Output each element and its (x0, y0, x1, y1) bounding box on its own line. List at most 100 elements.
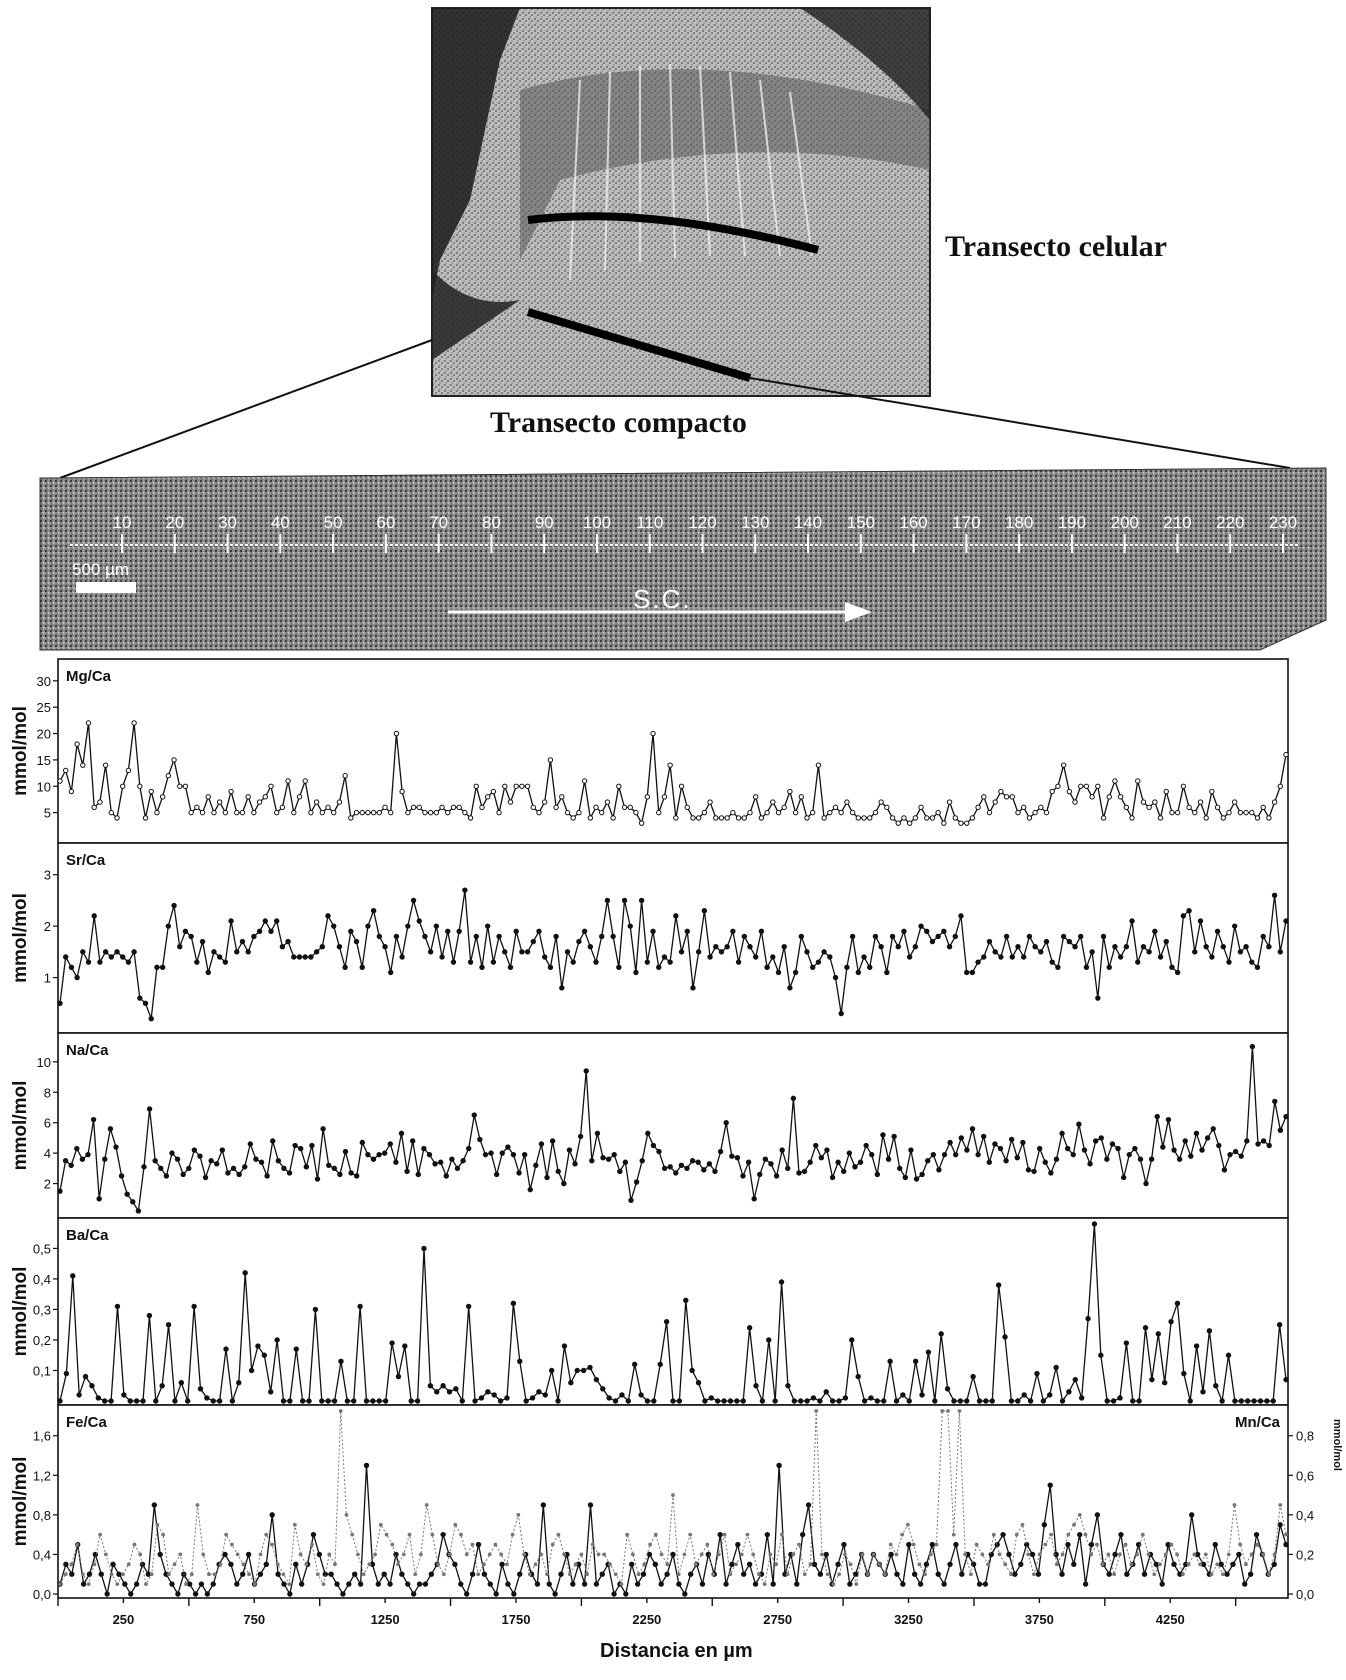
data-point (132, 1542, 137, 1547)
data-point (124, 1191, 130, 1197)
data-point (131, 949, 137, 955)
data-point (678, 783, 685, 789)
data-point (342, 773, 348, 779)
data-point (1095, 995, 1101, 1001)
data-point (891, 1133, 897, 1140)
data-point (889, 815, 896, 821)
data-point (365, 923, 371, 929)
data-point (638, 820, 645, 826)
data-point (1140, 944, 1147, 950)
data-point (953, 1151, 959, 1158)
data-point (638, 897, 645, 904)
y-tick-label: 2 (44, 919, 51, 934)
data-point (616, 964, 622, 970)
data-point (808, 1562, 813, 1567)
data-point (63, 1572, 68, 1577)
data-point (1186, 804, 1192, 811)
data-point (1002, 1334, 1008, 1340)
data-point (399, 1571, 405, 1577)
data-point (1065, 1541, 1071, 1548)
data-point (381, 1571, 387, 1577)
data-point (102, 1156, 108, 1162)
data-point (188, 809, 194, 816)
data-point (133, 1398, 140, 1404)
data-point (841, 1541, 847, 1548)
data-point (613, 1572, 618, 1577)
data-point (464, 1552, 469, 1557)
data-point (245, 794, 251, 800)
data-point (774, 1562, 779, 1567)
data-point (275, 1158, 282, 1164)
data-point (121, 1572, 125, 1577)
data-point (878, 944, 884, 950)
data-point (874, 1398, 881, 1404)
data-point (1249, 1552, 1254, 1557)
data-point (236, 1379, 242, 1386)
data-point (872, 809, 879, 816)
data-point (171, 902, 177, 909)
data-point (408, 1398, 414, 1404)
data-point (667, 959, 673, 965)
data-point (747, 809, 753, 816)
data-point (58, 1582, 62, 1587)
data-point (427, 809, 434, 816)
data-point (104, 1591, 110, 1597)
data-point (235, 1552, 240, 1557)
data-point (918, 804, 924, 811)
data-point (155, 1522, 160, 1527)
data-point (256, 928, 263, 934)
data-point (1076, 1121, 1082, 1127)
data-point (142, 1000, 149, 1006)
data-point (336, 944, 343, 950)
data-point (1003, 794, 1010, 800)
data-point (936, 1167, 942, 1173)
data-point (182, 783, 189, 789)
y-tick-label: 25 (37, 700, 51, 715)
data-point (1077, 1531, 1083, 1538)
data-point (958, 1135, 965, 1141)
data-point (991, 1532, 996, 1537)
data-point (533, 1162, 539, 1169)
data-point (91, 804, 97, 811)
ruler-tick-label: 170 (952, 513, 980, 532)
data-point (1136, 1398, 1142, 1404)
data-point (593, 1581, 600, 1587)
data-point (695, 949, 702, 955)
data-point (165, 1322, 172, 1328)
data-point (57, 1188, 63, 1194)
data-point (656, 1148, 662, 1155)
data-point (820, 1552, 824, 1557)
data-point (957, 1398, 964, 1404)
ruler-tick-label: 230 (1269, 513, 1297, 532)
data-point (1041, 1522, 1048, 1528)
data-point (555, 1398, 561, 1404)
data-point (673, 1170, 679, 1176)
data-point (137, 783, 143, 789)
data-point (361, 1572, 366, 1577)
data-point (1283, 918, 1289, 924)
data-point (846, 1150, 853, 1156)
data-point (895, 820, 901, 826)
data-point (338, 1409, 343, 1413)
data-point (1187, 1398, 1193, 1404)
data-point (465, 1145, 472, 1152)
data-point (395, 1373, 402, 1380)
data-point (1072, 1376, 1078, 1383)
data-point (821, 815, 827, 821)
data-point (350, 1532, 355, 1537)
data-point (202, 1174, 209, 1181)
data-point (523, 1398, 529, 1404)
data-point (706, 1161, 713, 1167)
data-point (741, 933, 747, 940)
data-point (938, 1331, 944, 1337)
data-point (912, 944, 919, 950)
data-point (219, 1147, 226, 1153)
data-point (1098, 1352, 1104, 1358)
data-point (986, 809, 993, 816)
data-point (467, 815, 474, 821)
data-point (175, 1591, 181, 1597)
panel-na-ca: 2 4 6 8 10 mmol/mol Na/Ca (10, 1032, 1289, 1219)
data-point (684, 1165, 690, 1172)
data-point (405, 923, 411, 929)
y-tick-label: 15 (37, 753, 51, 768)
